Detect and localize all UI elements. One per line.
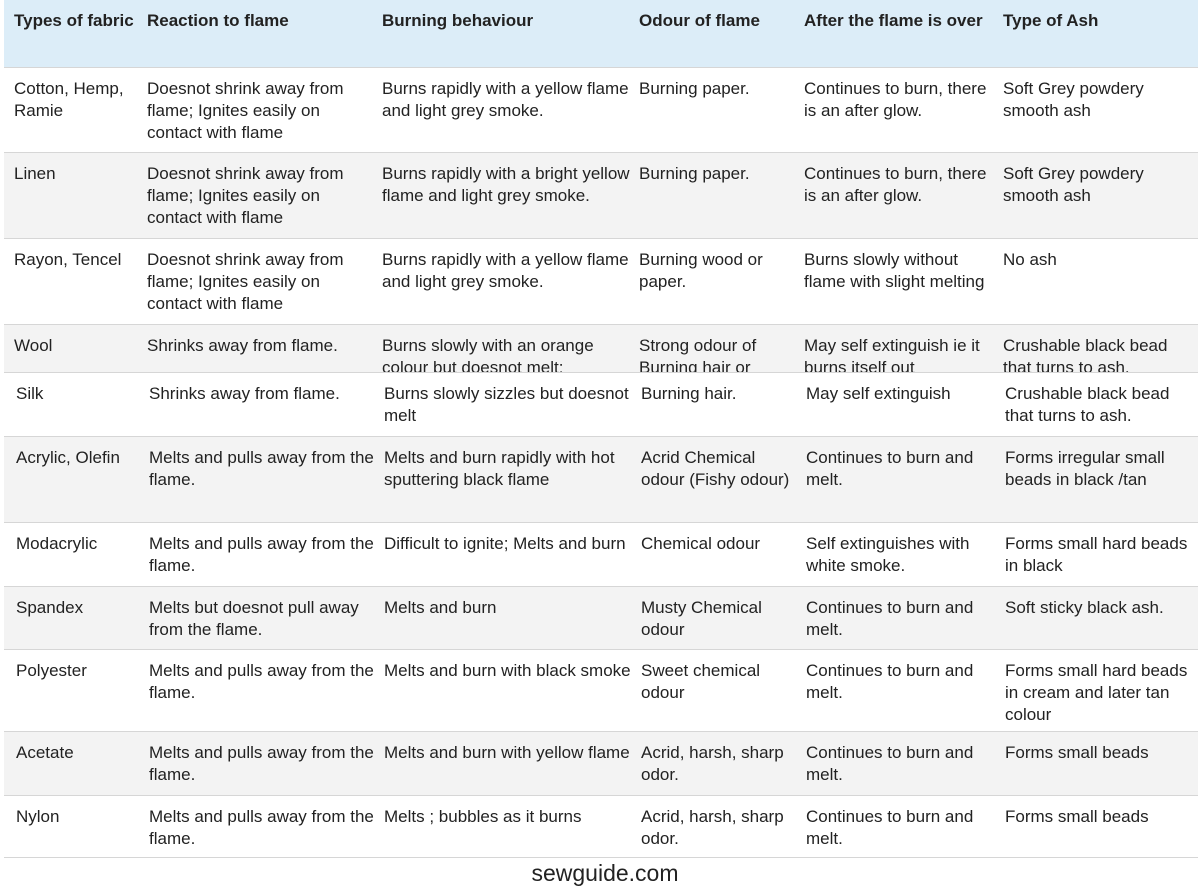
table-cell: Doesnot shrink away from flame; Ignites … [147,79,344,142]
table-cell: Melts and burn rapidly with hot sputteri… [384,448,615,489]
table-cell: Melts and pulls away from the flame. [149,534,374,575]
table-cell: Melts but doesnot pull away from the fla… [149,598,359,639]
table-cell: Continues to burn, there is an after glo… [804,164,987,205]
table-cell: Silk [16,384,44,403]
table-cell: Acrid, harsh, sharp odor. [641,807,784,848]
table-cell: Shrinks away from flame. [147,336,338,355]
table-row: Modacrylic Melts and pulls away from the … [4,523,1198,587]
table-row: Wool Shrinks away from flame. Burns slowly… [4,325,1198,373]
table-row: Rayon, Tencel Doesnot shrink away from fl… [4,239,1198,325]
table-row: Acrylic, Olefin Melts and pulls away from… [4,437,1198,523]
table-cell: Forms small beads [1005,807,1149,826]
table-cell: Burns rapidly with a yellow flame and li… [382,250,629,291]
table-cell: Shrinks away from flame. [149,384,340,403]
table-cell: Melts ; bubbles as it burns [384,807,582,826]
table-cell: Melts and burn [384,598,497,617]
table-cell: Reaction to flame [147,11,289,30]
table-cell: Difficult to ignite; Melts and burn [384,534,626,553]
table-row: Polyester Melts and pulls away from the f… [4,650,1198,732]
table-cell: Modacrylic [16,534,98,553]
table-cell: Burns slowly sizzles but doesnot melt [384,384,629,425]
table-cell: Burning paper. [639,164,750,183]
header-row: Types of fabric Reaction to flame Burning … [4,0,1198,68]
table-cell: Spandex [16,598,84,617]
table-cell: Forms irregular small beads in black /ta… [1005,448,1165,489]
table-cell: Burns slowly with an orange colour but d… [382,336,594,373]
table-cell: Crushable black bead that turns to ash. [1005,384,1170,425]
table-cell: Cotton, Hemp, Ramie [14,79,124,120]
table-cell: Doesnot shrink away from flame; Ignites … [147,164,344,227]
table-cell: Odour of flame [639,11,760,30]
table-row: Spandex Melts but doesnot pull away from … [4,587,1198,650]
table-cell: Doesnot shrink away from flame; Ignites … [147,250,344,313]
table-cell: Melts and pulls away from the flame. [149,661,374,702]
table-cell: Melts and pulls away from the flame. [149,448,374,489]
table-cell: Burning wood or paper. [639,250,763,291]
table-cell: Crushable black bead that turns to ash. [1003,336,1168,373]
table-cell: Linen [14,164,56,183]
table-row: Silk Shrinks away from flame. Burns slowly… [4,373,1198,437]
table-cell: May self extinguish ie it burns itself o… [804,336,980,373]
table-cell: Burning hair. [641,384,737,403]
table-cell: Continues to burn and melt. [806,661,974,702]
table-cell: Acrylic, Olefin [16,448,120,467]
table-cell: Burns slowly without flame with slight m… [804,250,985,291]
table-cell: Musty Chemical odour [641,598,762,639]
table-cell: After the flame is over [804,11,983,30]
table-cell: Burns rapidly with a bright yellow flame… [382,164,630,205]
table-cell: Wool [14,336,53,355]
table-cell: Nylon [16,807,60,826]
table-cell: Burning behaviour [382,11,534,30]
table-cell: Continues to burn and melt. [806,448,974,489]
table-cell: Melts and pulls away from the flame. [149,743,374,784]
table-cell: Forms small hard beads in cream and late… [1005,661,1188,724]
table-cell: Acrid Chemical odour (Fishy odour) [641,448,790,489]
table-cell: Sweet chemical odour [641,661,761,702]
table-cell: Soft Grey powdery smooth ash [1003,79,1144,120]
table-cell: Soft sticky black ash. [1005,598,1164,617]
table-cell: Melts and burn with yellow flame [384,743,630,762]
table-cell: Chemical odour [641,534,761,553]
table-cell: No ash [1003,250,1057,269]
table-cell: Self extinguishes with white smoke. [806,534,970,575]
table-cell: Acrid, harsh, sharp odor. [641,743,784,784]
table-row: Linen Doesnot shrink away from flame; Ign… [4,153,1198,239]
table-cell: Type of Ash [1003,11,1099,30]
table-cell: Burns rapidly with a yellow flame and li… [382,79,629,120]
table-cell: Continues to burn, there is an after glo… [804,79,987,120]
table-cell: Continues to burn and melt. [806,743,974,784]
table-cell: Continues to burn and melt. [806,807,974,848]
table-cell: Polyester [16,661,87,680]
table-cell: Burning paper. [639,79,750,98]
table-cell: Acetate [16,743,74,762]
footer: sewguide.com [531,860,679,886]
table-cell: Rayon, Tencel [14,250,122,269]
table-row: Cotton, Hemp, Ramie Doesnot shrink away f… [4,68,1198,153]
table-cell: Melts and pulls away from the flame. [149,807,374,848]
fabric-burn-table: Types of fabric Reaction to flame Burning … [4,0,1198,858]
table-cell: Soft Grey powdery smooth ash [1003,164,1144,205]
table-cell: May self extinguish [806,384,951,403]
table-row: Nylon Melts and pulls away from the flame… [4,796,1198,858]
table-cell: Strong odour of Burning hair or [639,336,757,373]
table-cell: Forms small beads [1005,743,1149,762]
table-cell: Types of fabric [14,11,134,30]
table-row: Acetate Melts and pulls away from the fla… [4,732,1198,796]
table-cell: Forms small hard beads in black [1005,534,1188,575]
table-cell: Melts and burn with black smoke [384,661,631,680]
table-cell: Continues to burn and melt. [806,598,974,639]
